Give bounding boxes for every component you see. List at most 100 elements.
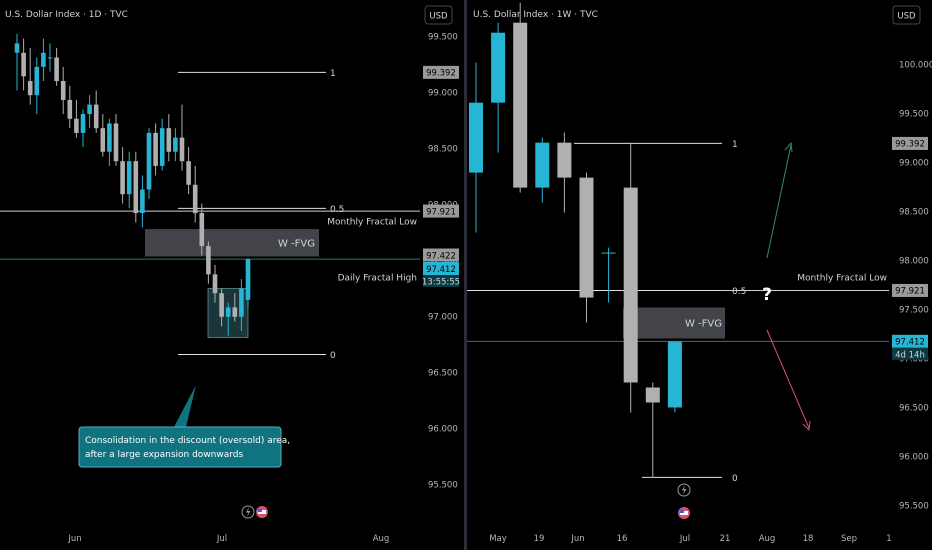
candle-body xyxy=(74,118,79,133)
fvg-zone-label: W -FVG xyxy=(685,319,722,330)
candle-body xyxy=(34,66,40,96)
weekly-chart-pane[interactable]: U.S. Dollar Index · 1W · TVC USD W -FVG … xyxy=(467,0,932,550)
candle-body xyxy=(27,81,33,96)
price-badge-value: 97.921 xyxy=(426,207,456,217)
weekly-chart-title: U.S. Dollar Index · 1W · TVC xyxy=(473,10,598,20)
bullish-arrowhead-icon xyxy=(784,141,793,153)
x-tick-label: 18 xyxy=(803,534,814,544)
candle-body xyxy=(54,57,59,82)
daily-currency-button[interactable] xyxy=(424,5,453,25)
candle-body xyxy=(469,102,483,173)
callout-line-2: after a large expansion downwards xyxy=(85,450,244,460)
candle-body xyxy=(645,387,660,403)
candle-body xyxy=(239,288,244,317)
candle-body xyxy=(206,246,211,275)
price-badge xyxy=(423,262,459,275)
pane-divider[interactable] xyxy=(464,0,467,550)
weekly-currency-button[interactable] xyxy=(892,5,921,25)
price-badge-value: 97.412 xyxy=(895,338,925,348)
x-tick-label: Aug xyxy=(373,534,390,544)
candle-body xyxy=(100,128,106,152)
y-tick-label: 96.000 xyxy=(899,453,929,463)
candle-body xyxy=(60,81,66,100)
fib-level-label: 0 xyxy=(330,351,336,361)
candle-body xyxy=(41,52,46,67)
lightning-icon[interactable] xyxy=(241,505,255,519)
y-tick-label: 98.500 xyxy=(899,208,929,218)
daily-event-icons[interactable] xyxy=(241,505,268,519)
candle-body xyxy=(159,128,165,166)
y-tick-label: 100.000 xyxy=(899,61,932,71)
candle-body xyxy=(579,177,594,298)
x-tick-label: 1 xyxy=(886,534,891,544)
x-tick-label: 16 xyxy=(617,534,628,544)
y-tick-label: 99.000 xyxy=(899,159,929,169)
candle-body xyxy=(192,184,198,214)
lightning-icon-glyph xyxy=(246,507,251,517)
bullish-scenario-arrow xyxy=(766,144,792,259)
candle-body xyxy=(120,161,125,195)
x-tick-label: May xyxy=(489,534,507,544)
weekly-chart-canvas[interactable]: U.S. Dollar Index · 1W · TVC USD W -FVG … xyxy=(467,0,932,550)
fib-level-label: 0.5 xyxy=(330,205,344,215)
price-badge-value: 97.422 xyxy=(426,251,456,261)
candle-body xyxy=(667,341,682,408)
candle-body xyxy=(535,142,550,188)
y-tick-label: 95.500 xyxy=(899,502,929,512)
price-badge-value: 99.392 xyxy=(426,69,456,79)
price-badge-countdown: 4d 14h xyxy=(895,350,925,360)
consolidation-callout: Consolidation in the discount (oversold)… xyxy=(78,385,290,468)
candle-body xyxy=(513,22,528,188)
weekly-currency-label: USD xyxy=(897,12,916,22)
price-badge xyxy=(423,248,459,262)
us-flag-icon-canton xyxy=(680,510,684,513)
y-tick-label: 99.500 xyxy=(899,110,929,120)
y-tick-label: 98.500 xyxy=(428,145,458,155)
daily-chart-canvas[interactable]: U.S. Dollar Index · 1D · TVC USD W -FVG … xyxy=(0,0,464,550)
y-tick-label: 97.500 xyxy=(899,306,929,316)
lightning-icon[interactable] xyxy=(677,483,691,497)
candle-body xyxy=(140,189,145,214)
lightning-icon-glyph xyxy=(682,485,687,495)
fvg-zone-label: W -FVG xyxy=(278,238,315,249)
price-badge xyxy=(423,204,459,218)
y-tick-label: 96.500 xyxy=(428,369,458,379)
price-level-label: Monthly Fractal Low xyxy=(327,218,417,228)
price-badge xyxy=(423,65,459,79)
price-badge-value: 97.412 xyxy=(426,265,456,275)
candle-body xyxy=(166,128,172,152)
candle-body xyxy=(126,161,132,195)
candle-body xyxy=(601,252,616,254)
daily-chart-pane[interactable]: U.S. Dollar Index · 1D · TVC USD W -FVG … xyxy=(0,0,464,550)
weekly-event-icons[interactable] xyxy=(677,483,691,519)
candle-body xyxy=(491,32,506,103)
y-tick-label: 97.000 xyxy=(428,313,458,323)
y-tick-label: 99.500 xyxy=(428,33,458,43)
candle-body xyxy=(245,259,251,300)
candle-body xyxy=(107,123,112,152)
scenario-arrows xyxy=(766,141,811,432)
y-tick-label: 96.500 xyxy=(899,404,929,414)
price-badge xyxy=(892,334,928,348)
candle-body xyxy=(133,161,139,214)
x-tick-label: Jun xyxy=(67,534,81,544)
fib-level-label: 1 xyxy=(330,69,336,79)
bearish-arrowhead-icon xyxy=(802,420,811,432)
candle-body xyxy=(14,43,20,53)
candle-body xyxy=(153,132,158,166)
fvg-zone xyxy=(145,229,319,257)
candle-body xyxy=(146,132,152,190)
candle-body xyxy=(173,137,178,152)
candle-body xyxy=(47,57,53,59)
candle-body xyxy=(93,104,99,129)
fib-level-label: 0 xyxy=(732,474,738,484)
candle-body xyxy=(557,142,572,178)
y-tick-label: 98.000 xyxy=(899,257,929,267)
y-tick-label: 99.000 xyxy=(428,89,458,99)
candle-body xyxy=(179,137,185,162)
candle-body xyxy=(232,307,238,317)
fib-level-label: 1 xyxy=(732,140,738,150)
price-badge xyxy=(892,136,928,150)
x-tick-label: Jul xyxy=(679,534,690,544)
price-badge xyxy=(892,283,928,297)
